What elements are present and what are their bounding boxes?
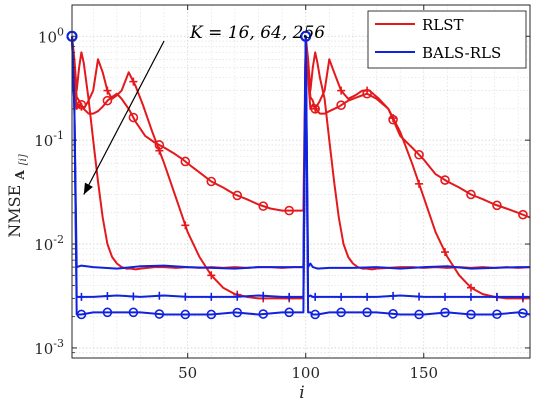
series-bals-rls-circle (66, 30, 531, 320)
legend-label-bals-rls: BALS-RLS (422, 44, 501, 62)
circle-marker (128, 112, 139, 123)
circle-marker (154, 140, 165, 150)
start-marker (300, 30, 312, 42)
x-tick-label: 100 (291, 364, 320, 382)
circle-marker (310, 309, 320, 320)
circle-marker (492, 200, 502, 211)
circle-marker (466, 189, 476, 200)
circle-marker (440, 307, 450, 318)
circle-marker (336, 307, 346, 318)
x-axis-title: i (299, 383, 304, 403)
annotation-arrowhead (83, 182, 93, 195)
plot-series (66, 30, 531, 320)
circle-marker (76, 99, 87, 110)
annotation-arrow (83, 40, 165, 195)
circle-marker (310, 104, 320, 114)
circle-marker (466, 309, 476, 320)
y-axis-title: NMSE A [i] (5, 154, 29, 238)
y-tick-label: 10-1 (34, 129, 64, 150)
circle-marker (232, 190, 243, 201)
circle-marker (102, 307, 113, 318)
y-axis-title-sub: A (13, 170, 27, 181)
circle-marker (284, 205, 294, 216)
y-axis-title-text: NMSE A [i] (5, 154, 29, 238)
circle-marker (414, 309, 424, 320)
series-line (71, 35, 530, 300)
circle-marker (206, 176, 217, 187)
legend-label-rlst: RLST (422, 16, 464, 34)
circle-marker (518, 209, 528, 220)
y-tick-label: 100 (38, 25, 64, 46)
circle-marker (518, 308, 528, 318)
circle-marker (414, 149, 424, 160)
circle-marker (206, 309, 217, 320)
y-axis-title-subsub: [i] (18, 154, 29, 165)
circle-marker (388, 309, 398, 319)
circle-marker (232, 307, 243, 318)
y-tick-label: 10-3 (34, 337, 64, 358)
circle-marker (362, 88, 372, 99)
circle-marker (128, 307, 139, 318)
circle-marker (258, 201, 269, 211)
legend: RLST BALS-RLS (367, 10, 527, 69)
circle-marker (76, 309, 87, 320)
series-line (71, 35, 531, 219)
annotation-text: K = 16, 64, 256 (189, 23, 325, 43)
axes: 50 100 150 10-3 10-2 10-1 100 (34, 4, 531, 382)
circle-marker (154, 309, 165, 319)
circle-marker (180, 309, 191, 320)
circle-marker (336, 100, 346, 110)
circle-marker (388, 114, 398, 125)
annotation: K = 16, 64, 256 (83, 23, 325, 195)
x-tick-label: 50 (178, 364, 197, 382)
circle-marker (284, 307, 294, 318)
circle-marker (492, 309, 502, 320)
y-axis-title-main: NMSE (5, 185, 24, 238)
x-tick-label: 150 (409, 364, 438, 382)
y-tick-label: 10-2 (34, 233, 64, 254)
circle-marker (440, 175, 450, 185)
circle-marker (180, 156, 191, 167)
legend-box (367, 10, 527, 69)
x-axis-title-text: i (299, 383, 304, 403)
series-line (71, 35, 531, 316)
circle-marker (362, 307, 372, 318)
circle-marker (258, 309, 269, 319)
circle-marker (102, 95, 113, 106)
